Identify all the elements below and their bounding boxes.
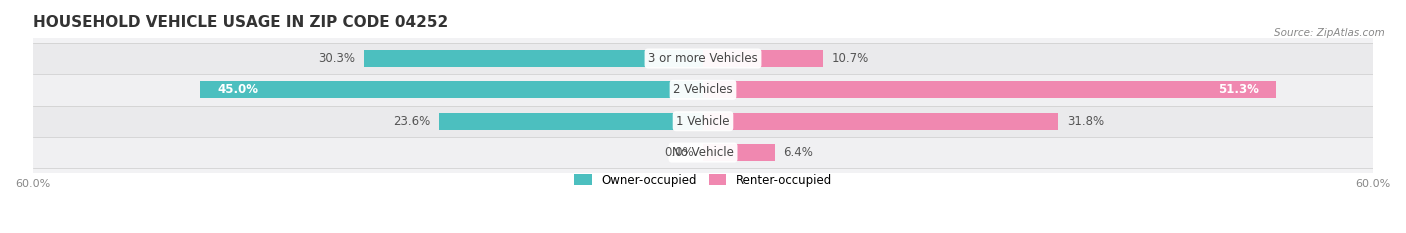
- Bar: [703, 113, 1059, 130]
- Legend: Owner-occupied, Renter-occupied: Owner-occupied, Renter-occupied: [569, 169, 837, 191]
- Bar: [32, 74, 1374, 106]
- Bar: [364, 50, 703, 67]
- Bar: [703, 81, 1277, 99]
- Bar: [703, 50, 823, 67]
- Text: 2 Vehicles: 2 Vehicles: [673, 83, 733, 96]
- Text: HOUSEHOLD VEHICLE USAGE IN ZIP CODE 04252: HOUSEHOLD VEHICLE USAGE IN ZIP CODE 0425…: [32, 15, 449, 30]
- Text: 6.4%: 6.4%: [783, 146, 813, 159]
- Bar: [32, 137, 1374, 168]
- Bar: [32, 106, 1374, 137]
- Bar: [439, 113, 703, 130]
- Text: 0.0%: 0.0%: [665, 146, 695, 159]
- Text: 30.3%: 30.3%: [319, 52, 356, 65]
- Text: 3 or more Vehicles: 3 or more Vehicles: [648, 52, 758, 65]
- Text: 31.8%: 31.8%: [1067, 115, 1104, 128]
- Text: Source: ZipAtlas.com: Source: ZipAtlas.com: [1274, 28, 1385, 38]
- Text: 51.3%: 51.3%: [1219, 83, 1260, 96]
- Text: 23.6%: 23.6%: [394, 115, 430, 128]
- Bar: [200, 81, 703, 99]
- Bar: [32, 43, 1374, 74]
- Text: No Vehicle: No Vehicle: [672, 146, 734, 159]
- Text: 1 Vehicle: 1 Vehicle: [676, 115, 730, 128]
- Text: 10.7%: 10.7%: [831, 52, 869, 65]
- Text: 45.0%: 45.0%: [217, 83, 257, 96]
- Bar: [703, 144, 775, 161]
